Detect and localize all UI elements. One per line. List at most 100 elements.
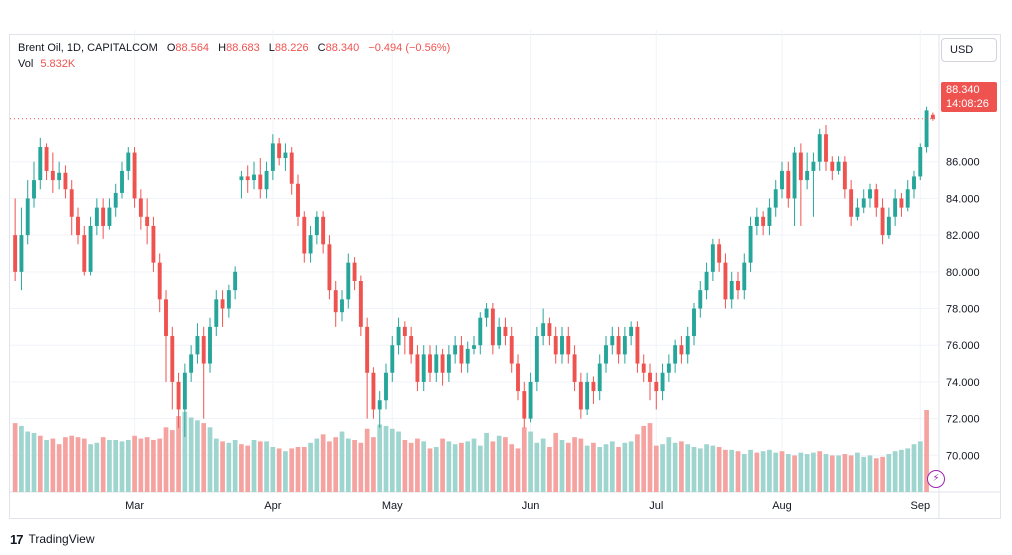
candle-body — [384, 372, 388, 401]
volume-bar — [295, 447, 301, 492]
candle — [302, 211, 307, 263]
candle — [88, 216, 93, 276]
volume-bar — [31, 432, 37, 492]
candle-body — [886, 216, 891, 236]
volume-bar — [641, 425, 647, 492]
candle — [201, 326, 206, 419]
candle — [465, 341, 470, 373]
candle — [472, 336, 476, 355]
candle-body — [786, 170, 791, 199]
volume-bar — [741, 454, 747, 492]
volume-bar — [748, 449, 753, 492]
price-axis[interactable]: 70.000 72.000 74.000 76.000 78.000 80.000 82.0… — [946, 157, 980, 463]
candle — [390, 336, 395, 382]
volume-value: 5.832K — [40, 58, 76, 70]
symbol-name[interactable]: Brent Oil, 1D, CAPITALCOM — [18, 42, 158, 54]
volume-bar — [176, 416, 181, 492]
candle — [660, 363, 665, 401]
volume-bar — [773, 452, 779, 492]
candle — [396, 317, 401, 355]
high-value: 88.683 — [226, 42, 260, 54]
volume-bar — [565, 442, 571, 492]
volume-bar — [848, 455, 854, 492]
candle — [811, 152, 816, 217]
candle-body — [729, 281, 734, 300]
candle — [566, 326, 571, 364]
candle-body — [82, 235, 87, 272]
volume-bar — [609, 441, 615, 492]
candle-body — [258, 174, 263, 190]
candle-body — [924, 110, 929, 148]
candle — [648, 363, 652, 401]
candle-body — [107, 207, 112, 226]
volume-bar — [635, 434, 640, 492]
volume-bar — [540, 438, 546, 492]
volume-bar — [679, 441, 684, 492]
candle-body — [428, 354, 432, 373]
candle-body — [710, 244, 715, 272]
volume-bar — [257, 441, 263, 492]
candle-body — [560, 336, 564, 355]
candle — [440, 348, 445, 386]
candle-body — [723, 262, 728, 300]
candle — [541, 308, 546, 346]
candle-body — [365, 326, 370, 373]
candle — [484, 303, 489, 327]
candle — [189, 345, 194, 382]
candle-body — [805, 170, 810, 181]
candle-body — [905, 189, 910, 208]
volume-bar — [452, 444, 458, 492]
candle-body — [622, 336, 627, 355]
candle — [654, 372, 659, 410]
candle-body — [327, 244, 332, 291]
candle-body — [151, 225, 156, 263]
volume-bar — [113, 439, 119, 492]
volume-bar — [107, 439, 112, 492]
candle — [327, 235, 332, 300]
candle — [729, 271, 734, 309]
candle — [717, 238, 722, 272]
candle-body — [270, 143, 275, 171]
time-axis[interactable]: Mar Apr May Jun Jul Aug Sep — [125, 500, 930, 512]
candle-body — [164, 299, 168, 337]
tradingview-brand[interactable]: TradingView — [28, 532, 95, 546]
lightning-icon[interactable]: ⚡ — [927, 470, 945, 488]
candle — [220, 290, 225, 327]
candle — [666, 354, 671, 382]
volume-bar — [358, 442, 364, 492]
candle — [780, 161, 784, 199]
candle — [421, 345, 426, 392]
x-tick-label: Apr — [264, 500, 281, 512]
candle-body — [321, 216, 326, 245]
volume-bar — [779, 451, 785, 492]
candle — [44, 143, 49, 181]
candle — [308, 225, 313, 263]
high-label: H — [218, 42, 227, 54]
candle-body — [635, 326, 640, 364]
candle — [786, 161, 791, 208]
candle — [270, 134, 275, 181]
volume-label[interactable]: Vol — [18, 58, 34, 70]
candle-body — [371, 372, 376, 410]
x-tick-label: Mar — [125, 500, 144, 512]
close-label: C — [317, 42, 326, 54]
y-tick-label: 74.000 — [946, 377, 980, 389]
x-tick-label: Aug — [772, 500, 792, 512]
candle — [252, 161, 256, 190]
candle — [63, 165, 68, 199]
candle — [924, 106, 929, 153]
candle — [748, 216, 753, 272]
currency-button[interactable]: USD — [941, 38, 997, 62]
candle-body — [19, 235, 24, 272]
candle — [76, 207, 80, 245]
candle — [384, 363, 388, 410]
volume-bar — [760, 451, 766, 492]
tradingview-logo[interactable]: 17 — [10, 531, 24, 547]
candle-body — [283, 152, 288, 159]
candle-body — [817, 134, 822, 162]
candle-body — [440, 354, 445, 373]
candle-body — [38, 147, 43, 181]
candle — [145, 198, 150, 245]
candle — [553, 326, 558, 364]
